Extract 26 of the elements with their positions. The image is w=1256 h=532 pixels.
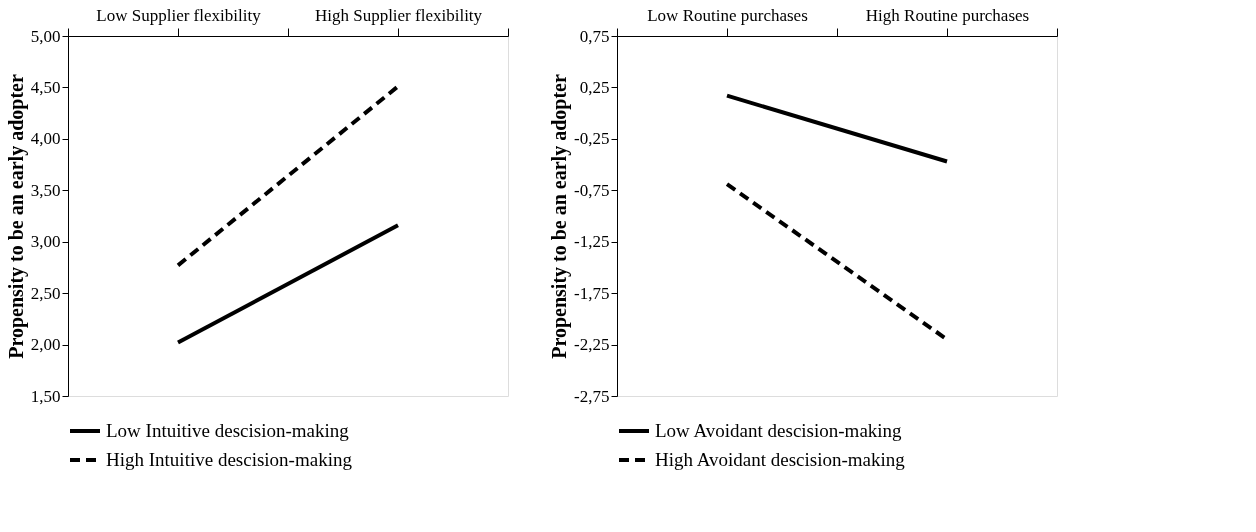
x-tick-label: High Routine purchases <box>865 5 1030 25</box>
y-tick-label: 3,50 <box>30 180 61 200</box>
y-tick-label: 4,50 <box>30 77 61 97</box>
y-tick-label: -0,75 <box>574 180 610 200</box>
y-tick-label: 4,00 <box>30 129 61 149</box>
y-tick-label: 0,75 <box>579 26 610 46</box>
y-tick-label: 2,50 <box>30 283 61 303</box>
legend-label: Low Intuitive descision-making <box>106 420 350 441</box>
y-tick-label: 1,50 <box>30 386 61 406</box>
y-tick-label: -2,75 <box>574 386 610 406</box>
y-tick-label: 2,00 <box>30 335 61 355</box>
y-tick-label: 0,25 <box>579 77 610 97</box>
y-tick-label: -2,25 <box>574 335 610 355</box>
legend-label: Low Avoidant descision-making <box>655 420 903 441</box>
y-tick-label: -1,75 <box>574 283 610 303</box>
y-tick-label: 5,00 <box>30 26 61 46</box>
y-axis-title: Propensity to be an early adopter <box>4 74 28 359</box>
y-tick-label: -0,25 <box>574 129 610 149</box>
x-tick-label: Low Supplier flexibility <box>96 5 262 25</box>
y-tick-label: 3,00 <box>30 232 61 252</box>
y-axis-title: Propensity to be an early adopter <box>548 74 572 359</box>
x-tick-label: High Supplier flexibility <box>314 5 483 25</box>
legend-label: High Intuitive descision-making <box>106 449 353 470</box>
legend-label: High Avoidant descision-making <box>655 449 906 470</box>
y-tick-label: -1,25 <box>574 232 610 252</box>
x-tick-label: Low Routine purchases <box>647 5 808 25</box>
